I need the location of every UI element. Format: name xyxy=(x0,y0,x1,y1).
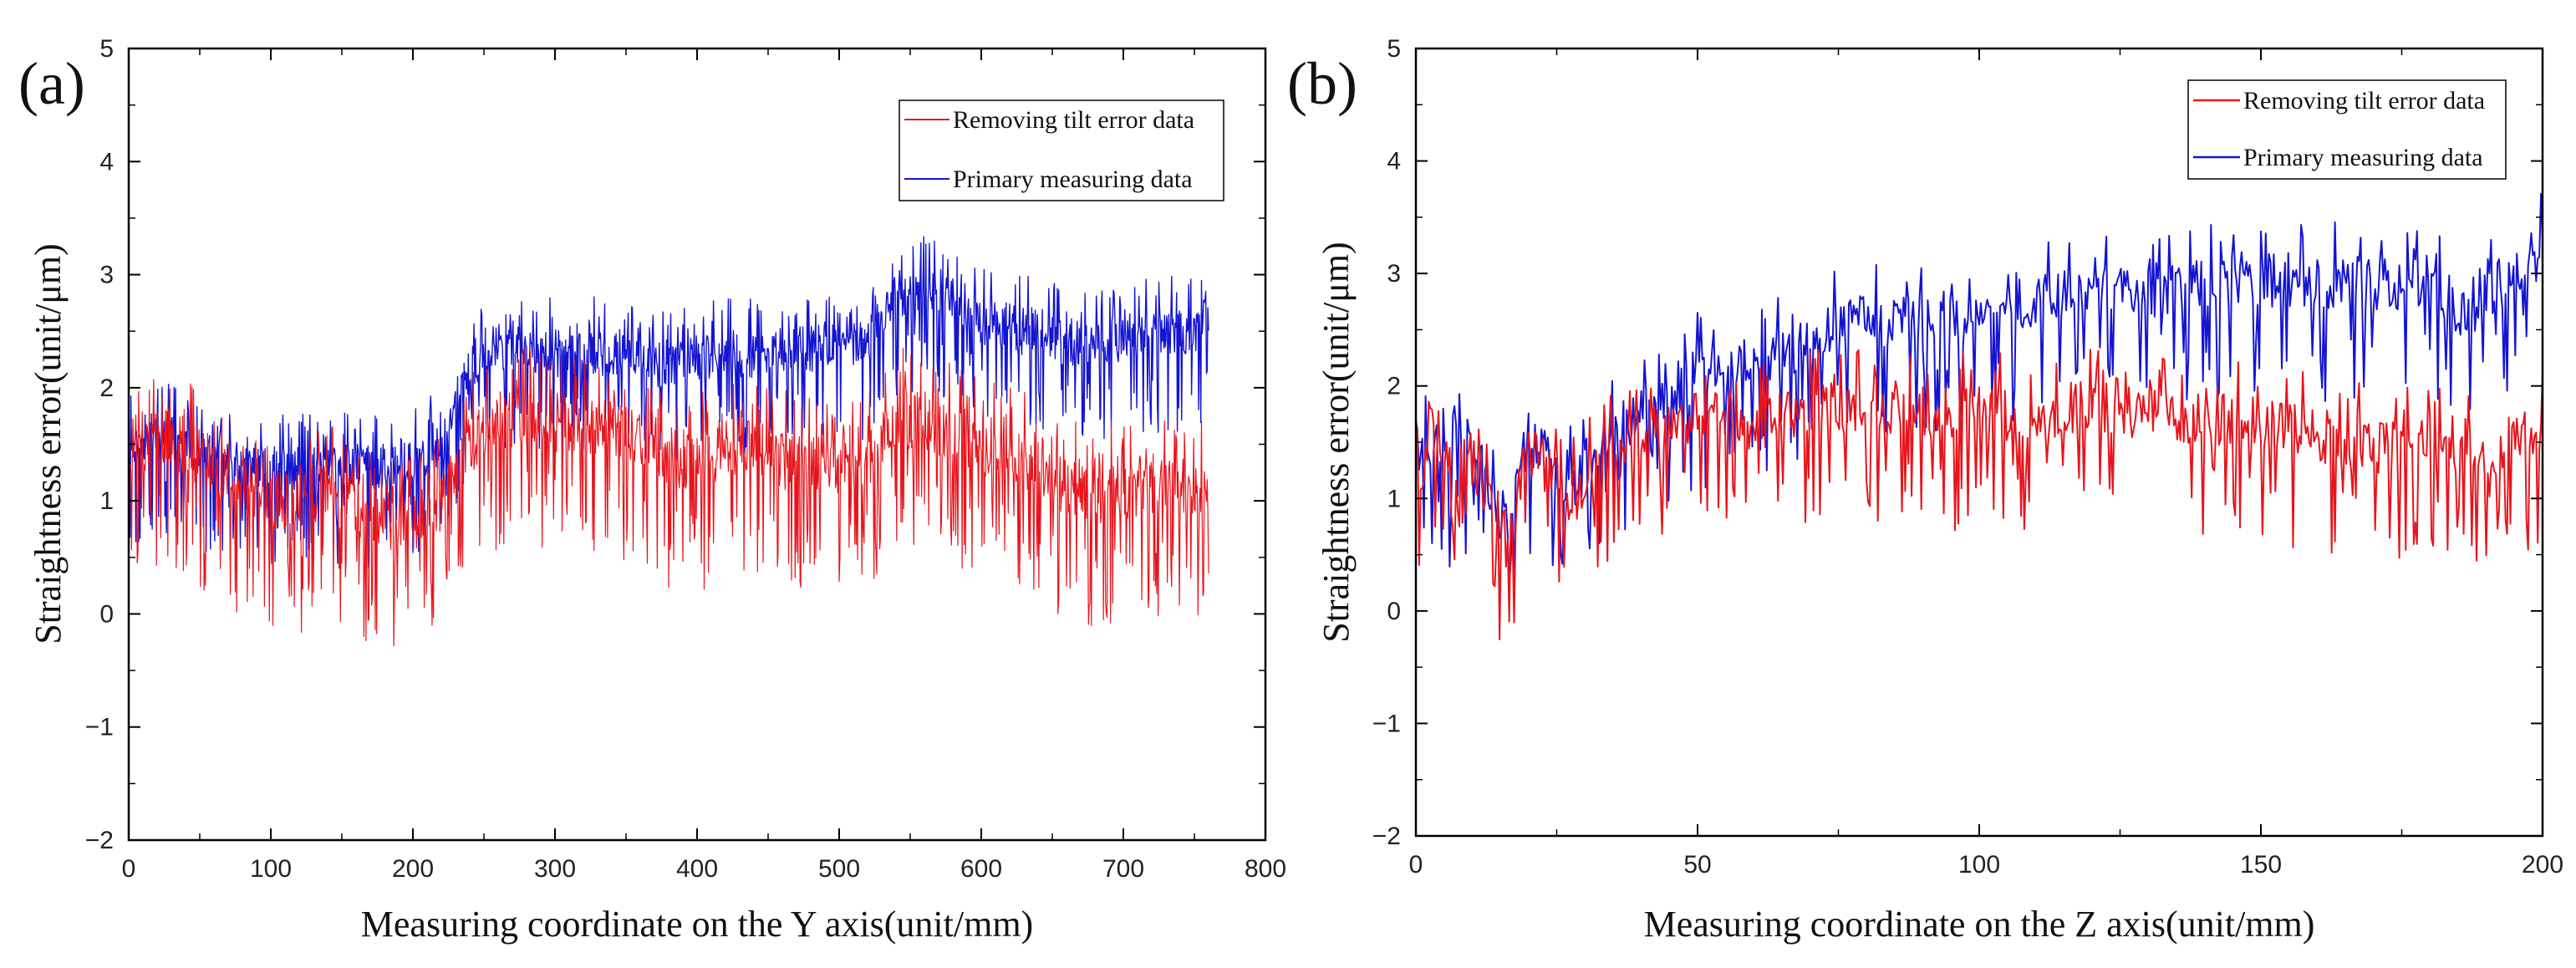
y-tick-label-a: 5 xyxy=(99,35,114,63)
y-tick-label-a: −1 xyxy=(85,714,114,741)
y-tick-label-b: −1 xyxy=(1372,710,1401,737)
x-tick-label-a: 600 xyxy=(960,855,1002,883)
x-tick-label-a: 200 xyxy=(392,855,434,883)
legend-box-a xyxy=(899,99,1224,201)
panel-label-a: (a) xyxy=(18,50,85,117)
series-line-primary-a xyxy=(128,236,1209,570)
ticks-a: 0 100 200 300 400 500 600 700 800 −2 −1 0 1 2 3 4 5 xyxy=(85,35,1286,883)
series-layer-b xyxy=(1415,192,2543,640)
x-tick-label-b: 0 xyxy=(1409,851,1423,879)
chart-panel-b: (b) 0 50 100 150 200 −2 −1 0 1 2 3 4 5 Measuring coo… xyxy=(1287,35,2563,945)
y-tick-label-a: 1 xyxy=(99,487,114,515)
y-tick-label-b: 2 xyxy=(1387,373,1401,400)
y-tick-label-a: 4 xyxy=(99,148,114,176)
y-tick-label-b: 3 xyxy=(1387,260,1401,288)
x-tick-label-a: 100 xyxy=(250,855,292,883)
x-tick-label-a: 400 xyxy=(676,855,718,883)
y-tick-label-b: −2 xyxy=(1372,823,1401,850)
series-layer-a xyxy=(128,236,1209,647)
legend-box-b xyxy=(2187,79,2507,180)
legend-label-primary-b: Primary measuring data xyxy=(2243,144,2483,171)
x-tick-label-a: 800 xyxy=(1245,855,1286,883)
legend-label-removing-b: Removing tilt error data xyxy=(2243,87,2485,115)
x-axis-title-a: Measuring coordinate on the Y axis(unit/… xyxy=(361,904,1033,945)
x-tick-label-a: 500 xyxy=(818,855,860,883)
y-axis-title-b: Straightness error(unit/μm) xyxy=(1316,242,1357,642)
legend-b: Removing tilt error data Primary measuri… xyxy=(2187,79,2507,180)
y-axis-title-a: Straightness error(unit/μm) xyxy=(28,243,69,644)
x-tick-label-b: 150 xyxy=(2240,851,2282,879)
y-tick-label-b: 1 xyxy=(1387,485,1401,512)
x-axis-title-b: Measuring coordinate on the Z axis(unit/… xyxy=(1644,904,2315,945)
series-line-removing-tilt-b xyxy=(1415,349,2543,640)
legend-a: Removing tilt error data Primary measuri… xyxy=(899,99,1224,201)
y-tick-label-a: −2 xyxy=(85,827,114,854)
y-tick-label-a: 3 xyxy=(99,262,114,289)
y-tick-label-b: 5 xyxy=(1387,35,1401,63)
x-tick-label-a: 0 xyxy=(122,855,136,883)
legend-label-removing-a: Removing tilt error data xyxy=(953,106,1194,134)
x-tick-label-a: 700 xyxy=(1102,855,1144,883)
x-tick-label-b: 200 xyxy=(2522,851,2563,879)
x-tick-label-b: 50 xyxy=(1683,851,1711,879)
panel-label-b: (b) xyxy=(1287,50,1357,117)
y-tick-label-b: 0 xyxy=(1387,598,1401,625)
x-tick-label-b: 100 xyxy=(1958,851,2000,879)
ticks-b: 0 50 100 150 200 −2 −1 0 1 2 3 4 5 xyxy=(1372,35,2563,879)
series-line-removing-tilt-a xyxy=(128,345,1209,647)
y-tick-label-a: 0 xyxy=(99,600,114,628)
y-tick-label-a: 2 xyxy=(99,374,114,402)
y-tick-label-b: 4 xyxy=(1387,148,1401,176)
legend-label-primary-a: Primary measuring data xyxy=(953,166,1193,193)
x-tick-label-a: 300 xyxy=(534,855,576,883)
chart-panel-a: (a) 0 100 200 300 400 500 600 700 800−2−1012345 … xyxy=(18,35,1286,945)
